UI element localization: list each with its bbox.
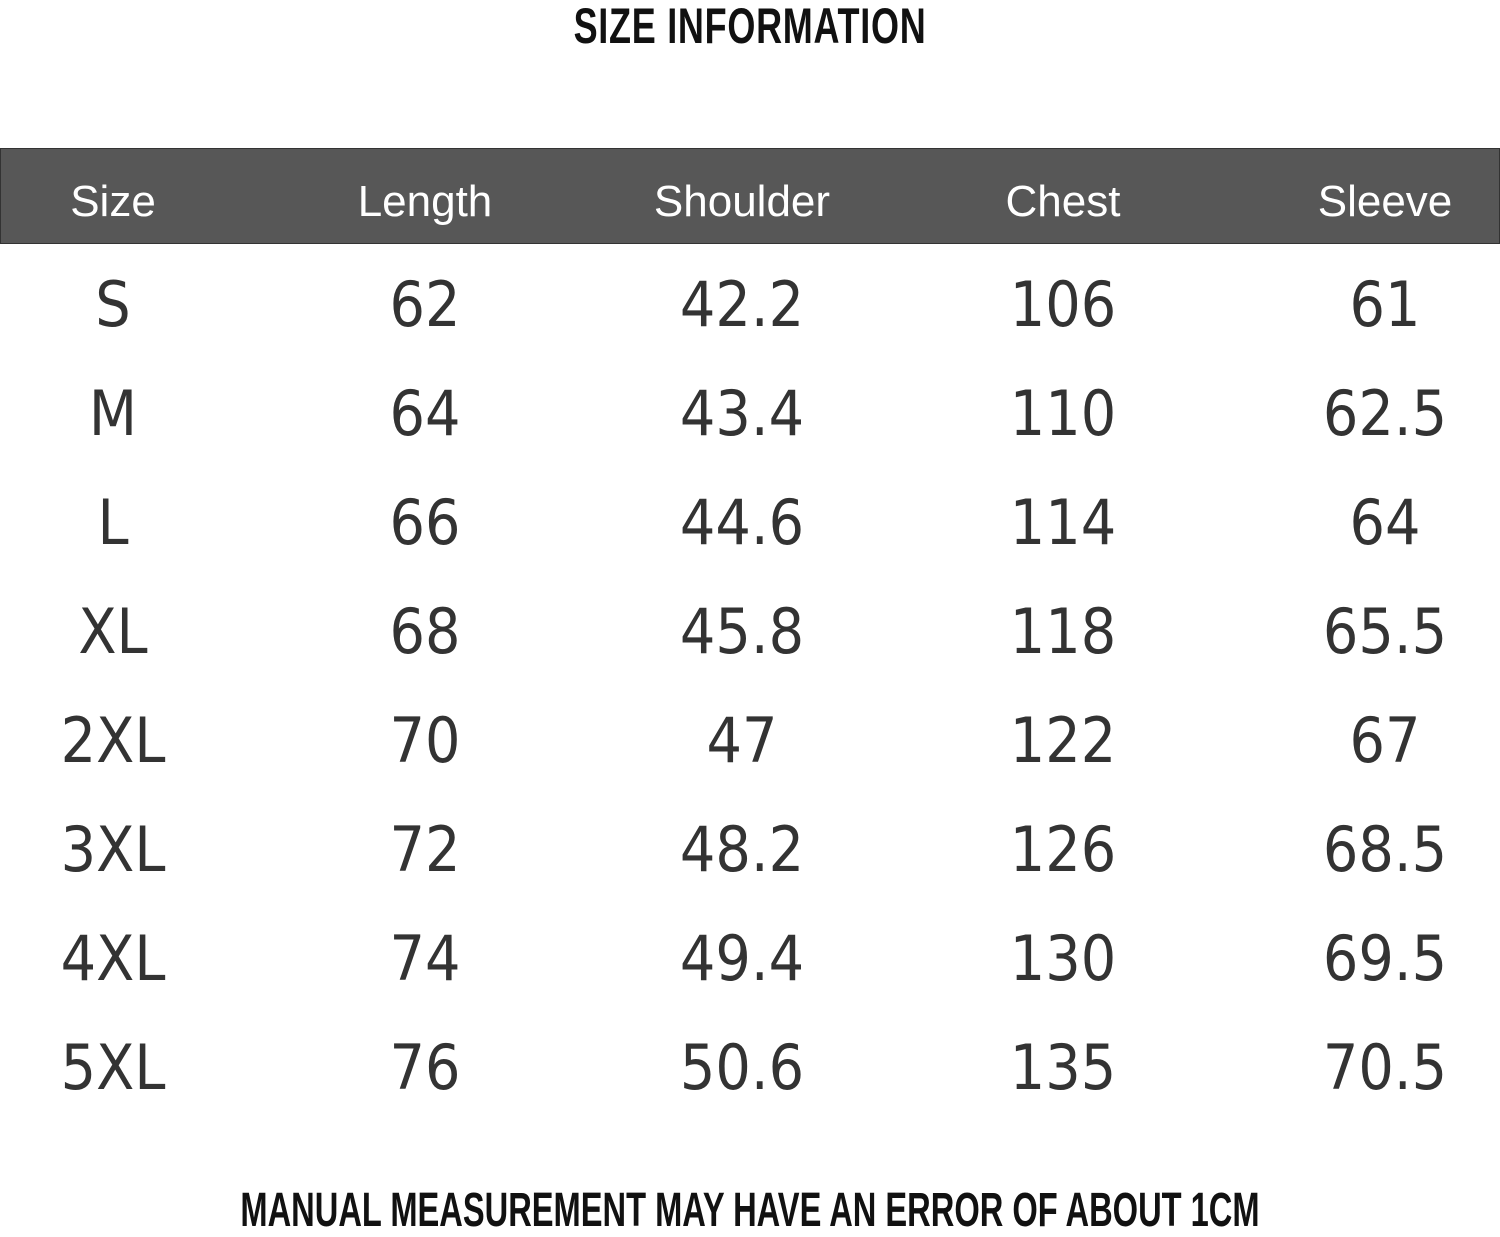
measurement: 106 (1009, 268, 1117, 341)
column-header: Shoulder (653, 177, 831, 226)
size-label: 5XL (60, 1031, 166, 1104)
measurement: 74 (389, 922, 461, 995)
measurement: 110 (1009, 377, 1117, 450)
column-header: Length (357, 177, 493, 226)
measurement: 64 (1349, 486, 1421, 559)
measurement: 70 (389, 704, 461, 777)
measurement: 61 (1349, 268, 1421, 341)
measurement: 65.5 (1322, 595, 1448, 668)
measurement: 47 (706, 704, 778, 777)
measurement: 68.5 (1322, 813, 1448, 886)
column-header: Size (70, 177, 156, 226)
measurement: 49.4 (679, 922, 805, 995)
measurement: 130 (1009, 922, 1117, 995)
size-label: 3XL (60, 813, 166, 886)
measurement: 69.5 (1322, 922, 1448, 995)
measurement: 62.5 (1322, 377, 1448, 450)
measurement: 62 (389, 268, 461, 341)
size-label: L (97, 486, 129, 559)
column-header: Chest (1005, 177, 1121, 226)
measurement: 42.2 (679, 268, 805, 341)
column-header: Sleeve (1317, 177, 1453, 226)
size-label: 2XL (60, 704, 166, 777)
title: SIZE INFORMATION (573, 0, 927, 54)
measurement: 126 (1009, 813, 1117, 886)
measurement: 68 (389, 595, 461, 668)
measurement: 118 (1009, 595, 1117, 668)
note: MANUAL MEASUREMENT MAY HAVE AN ERROR OF … (240, 1184, 1260, 1237)
measurement: 114 (1009, 486, 1117, 559)
size-label: XL (78, 595, 148, 668)
measurement: 50.6 (679, 1031, 805, 1104)
measurement: 70.5 (1322, 1031, 1448, 1104)
measurement: 66 (389, 486, 461, 559)
measurement: 122 (1009, 704, 1117, 777)
measurement: 64 (389, 377, 461, 450)
measurement: 45.8 (679, 595, 805, 668)
size-label: S (95, 268, 131, 341)
measurement: 72 (389, 813, 461, 886)
measurement: 43.4 (679, 377, 805, 450)
size-label: 4XL (60, 922, 166, 995)
measurement: 135 (1009, 1031, 1117, 1104)
header-bar (0, 148, 1500, 244)
measurement: 48.2 (679, 813, 805, 886)
measurement: 44.6 (679, 486, 805, 559)
size-label: M (88, 377, 138, 450)
measurement: 76 (389, 1031, 461, 1104)
measurement: 67 (1349, 704, 1421, 777)
